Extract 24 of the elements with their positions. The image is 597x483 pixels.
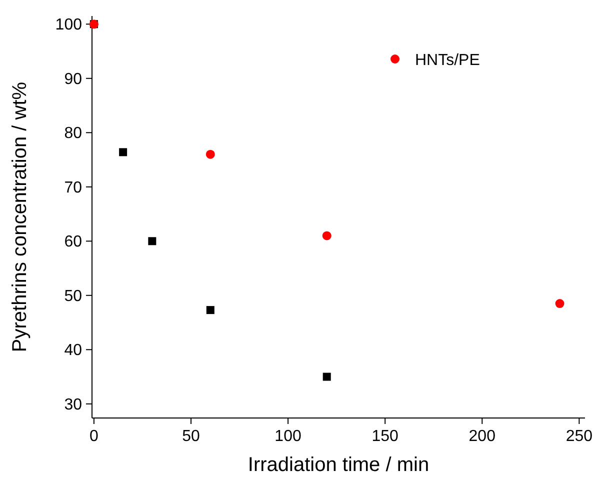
point (322, 231, 332, 240)
point (148, 237, 156, 246)
point (119, 148, 128, 156)
y-tick-label: 70 (64, 179, 82, 196)
point (555, 299, 564, 308)
legend-label: HNTs/PE (415, 52, 480, 69)
y-tick-label: 30 (64, 396, 82, 414)
x-tick-label: 150 (372, 428, 399, 445)
y-tick-label: 40 (64, 342, 82, 360)
y-tick-label: 100 (55, 16, 82, 34)
point (206, 150, 215, 159)
point (322, 372, 331, 381)
x-tick-label: 100 (274, 428, 302, 445)
y-axis-title: Pyrethrins concentration / wt% (9, 82, 31, 352)
y-tick-label: 50 (64, 288, 82, 305)
y-tick-label: 80 (64, 125, 82, 142)
x-axis-title: Irradiation time / min (248, 454, 430, 476)
x-tick-label: 200 (468, 428, 496, 445)
x-tick-label: 0 (89, 428, 98, 445)
y-tick-label: 60 (64, 234, 82, 251)
x-tick-label: 50 (182, 428, 200, 445)
x-tick-label: 250 (566, 428, 593, 445)
y-tick-label: 90 (64, 70, 82, 88)
point (206, 306, 214, 314)
